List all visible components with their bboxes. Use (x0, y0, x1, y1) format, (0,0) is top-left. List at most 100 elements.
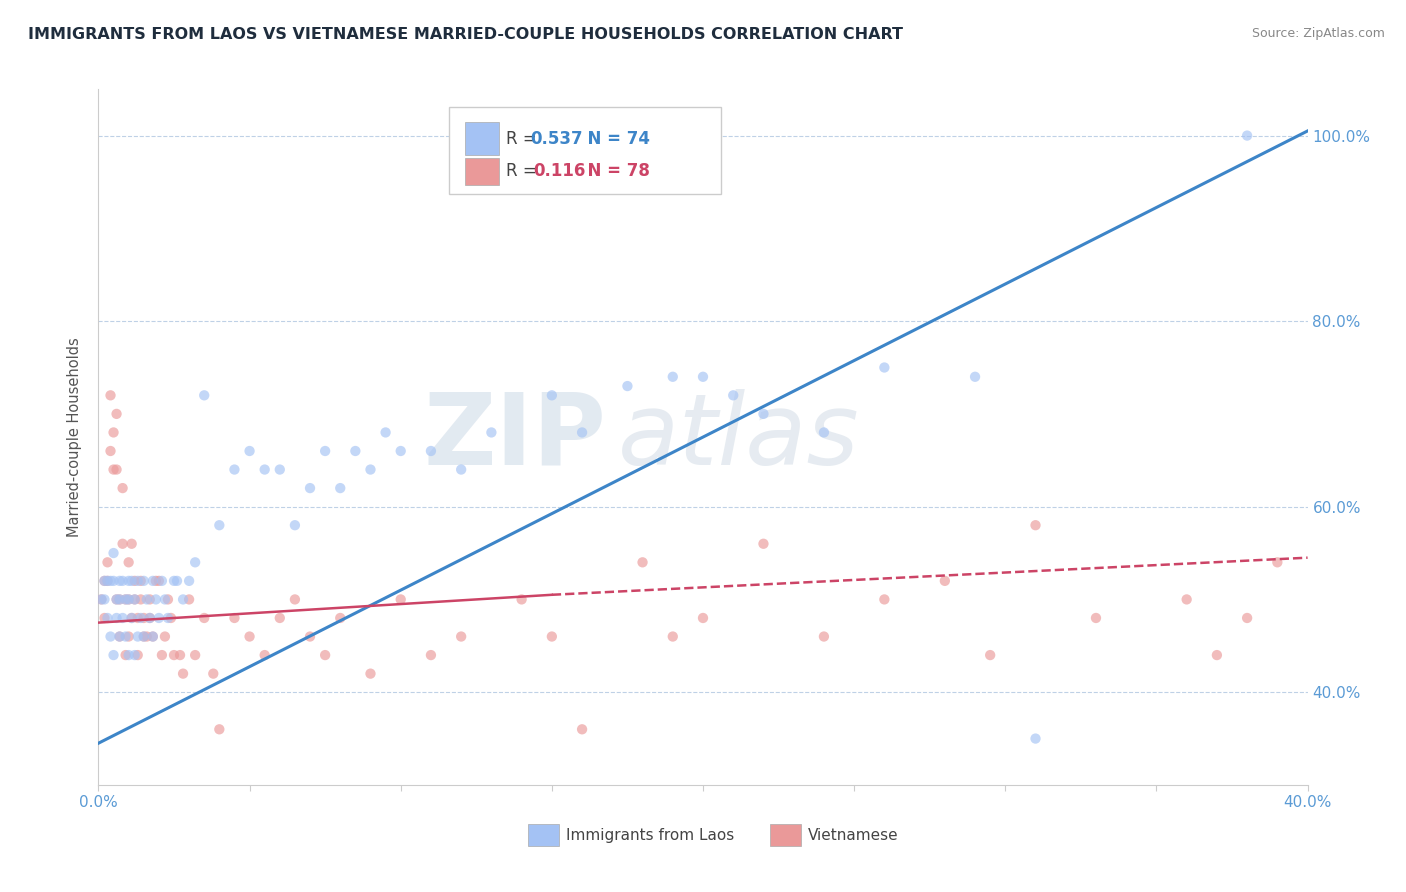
Point (132, 630, 155, 644)
Point (127, 630, 149, 644)
Point (1236, 128, 1258, 143)
Point (873, 360, 896, 375)
Point (100, 630, 122, 644)
Point (127, 611, 149, 625)
Point (1206, 648, 1229, 662)
Point (124, 592, 146, 607)
Text: atlas: atlas (619, 389, 860, 485)
Point (374, 425, 396, 440)
Point (1024, 518, 1046, 533)
Point (631, 555, 654, 569)
Point (132, 630, 155, 644)
Point (96, 611, 118, 625)
Text: R =: R = (506, 162, 547, 180)
Point (965, 369, 987, 384)
Point (103, 546, 125, 560)
Point (389, 592, 412, 607)
Point (202, 666, 225, 681)
Point (616, 379, 638, 393)
Point (118, 592, 141, 607)
Point (139, 611, 162, 625)
Text: Immigrants from Laos: Immigrants from Laos (567, 828, 734, 843)
Point (1175, 592, 1198, 607)
Point (135, 592, 157, 607)
Point (329, 611, 352, 625)
Point (269, 462, 291, 476)
FancyBboxPatch shape (769, 824, 801, 847)
Point (127, 574, 149, 588)
Point (129, 574, 152, 588)
Point (145, 574, 167, 588)
Point (111, 574, 134, 588)
Point (661, 369, 683, 384)
Point (269, 611, 291, 625)
Point (132, 574, 155, 588)
Point (184, 555, 207, 569)
Point (979, 648, 1001, 662)
Text: 0.537: 0.537 (530, 129, 582, 147)
Point (114, 630, 136, 644)
Point (124, 574, 146, 588)
Point (360, 462, 382, 476)
Point (172, 592, 194, 607)
Point (111, 537, 134, 551)
Point (148, 574, 170, 588)
Point (813, 425, 835, 440)
Point (224, 462, 246, 476)
Point (114, 648, 136, 662)
Point (127, 648, 149, 662)
Point (114, 592, 136, 607)
Point (96, 574, 118, 588)
Point (692, 369, 714, 384)
Point (142, 574, 165, 588)
Point (193, 388, 215, 402)
Point (105, 592, 128, 607)
Text: R =: R = (506, 129, 541, 147)
Point (1085, 611, 1108, 625)
FancyBboxPatch shape (465, 122, 499, 155)
Text: Source: ZipAtlas.com: Source: ZipAtlas.com (1251, 27, 1385, 40)
Point (344, 444, 367, 458)
Point (1236, 611, 1258, 625)
Point (723, 388, 745, 402)
Point (139, 611, 162, 625)
Point (179, 592, 201, 607)
FancyBboxPatch shape (527, 824, 560, 847)
Point (100, 574, 122, 588)
Point (224, 611, 246, 625)
Point (124, 592, 146, 607)
Point (148, 611, 170, 625)
Point (105, 592, 128, 607)
Point (873, 592, 896, 607)
Point (184, 648, 207, 662)
Point (299, 481, 322, 495)
Point (111, 611, 134, 625)
FancyBboxPatch shape (465, 158, 499, 185)
Point (142, 630, 165, 644)
Point (510, 592, 533, 607)
Point (153, 592, 176, 607)
Point (156, 611, 179, 625)
Point (121, 611, 143, 625)
Point (100, 444, 122, 458)
Point (108, 630, 131, 644)
Point (150, 648, 173, 662)
Point (163, 574, 186, 588)
Text: Vietnamese: Vietnamese (808, 828, 898, 843)
Point (121, 537, 143, 551)
Y-axis label: Married-couple Households: Married-couple Households (67, 337, 83, 537)
Point (1267, 555, 1289, 569)
Point (105, 611, 128, 625)
Point (253, 462, 276, 476)
Point (145, 592, 167, 607)
Point (129, 611, 152, 625)
FancyBboxPatch shape (449, 106, 721, 194)
Text: ZIP: ZIP (423, 389, 606, 485)
Point (360, 666, 382, 681)
Point (450, 630, 472, 644)
Point (571, 723, 593, 737)
Text: 0.116: 0.116 (534, 162, 586, 180)
Point (253, 648, 276, 662)
Point (450, 462, 472, 476)
Point (118, 574, 141, 588)
